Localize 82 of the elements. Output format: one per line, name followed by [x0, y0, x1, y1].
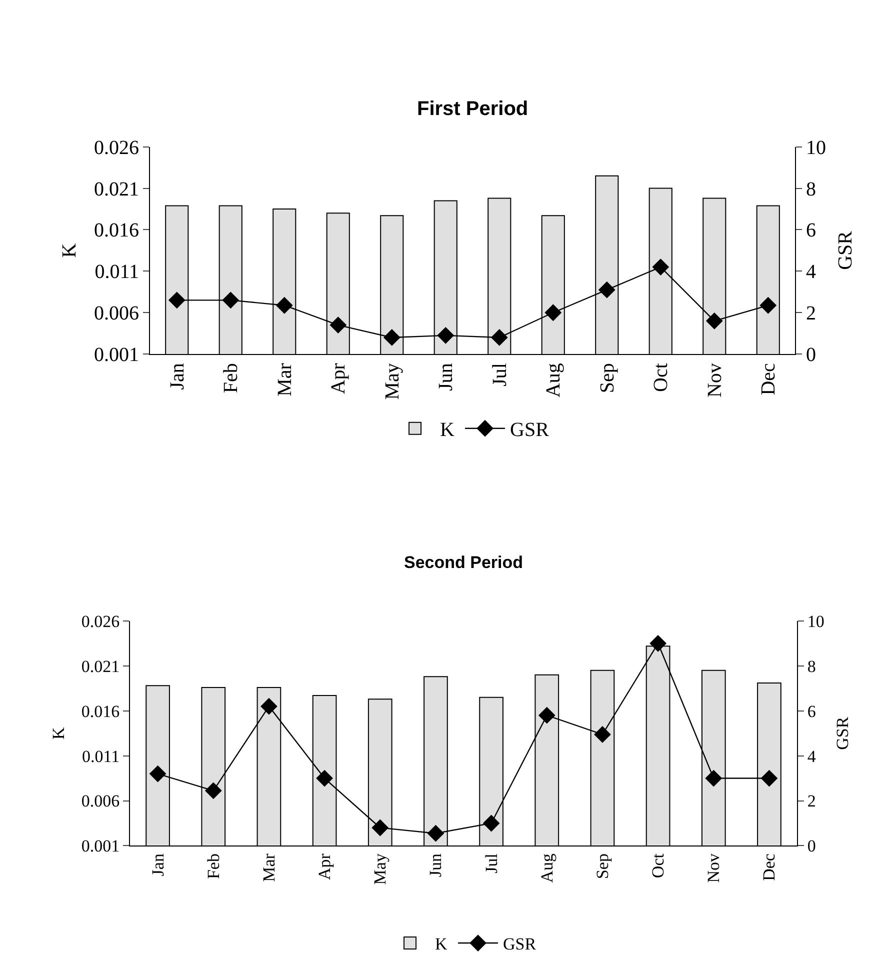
point — [652, 258, 670, 276]
chart-title: First Period — [417, 98, 528, 120]
y-axis-title: K — [48, 726, 68, 740]
y2-tick-label: 6 — [807, 702, 816, 721]
x-tick-label: Oct — [650, 362, 672, 392]
y2-tick-label: 2 — [807, 792, 816, 811]
point — [260, 698, 278, 715]
x-tick-label: Mar — [259, 853, 278, 882]
x-tick-label: Jan — [148, 853, 168, 876]
y-tick-label: 0.021 — [94, 178, 139, 200]
x-tick-label: Nov — [704, 853, 724, 883]
point — [330, 316, 347, 334]
x-tick-label: Jan — [166, 363, 188, 390]
y-tick-label: 0.026 — [94, 136, 139, 159]
legend-label: GSR — [510, 419, 550, 442]
y2-tick-label: 6 — [806, 220, 816, 242]
x-tick-label: Oct — [648, 853, 668, 878]
y2-tick-label: 10 — [806, 136, 826, 159]
x-tick-label: Apr — [328, 362, 350, 394]
y-tick-label: 0.016 — [94, 220, 139, 242]
x-tick-label: May — [381, 363, 404, 400]
y2-axis-title: GSR — [834, 230, 856, 270]
point — [544, 304, 562, 322]
point — [490, 329, 508, 346]
x-tick-label: Jul — [482, 853, 501, 874]
legend-label: GSR — [503, 934, 537, 954]
y-tick-label: 0.011 — [82, 746, 120, 766]
point — [706, 312, 723, 330]
point — [372, 819, 389, 836]
y2-tick-label: 8 — [807, 656, 816, 676]
point — [427, 824, 444, 842]
y-tick-label: 0.001 — [94, 344, 139, 366]
x-tick-label: Dec — [758, 362, 780, 396]
point — [598, 281, 616, 298]
y-tick-label: 0.021 — [81, 656, 120, 676]
y2-tick-label: 10 — [807, 612, 824, 631]
point — [760, 296, 777, 314]
x-tick-label: Apr — [315, 853, 334, 880]
y2-tick-label: 0 — [807, 836, 816, 856]
x-tick-label: Sep — [596, 363, 618, 394]
y2-tick-label: 4 — [807, 746, 816, 766]
point — [538, 706, 556, 724]
y2-tick-label: 2 — [806, 302, 816, 325]
y-tick-label: 0.001 — [81, 836, 120, 856]
y-tick-label: 0.006 — [81, 792, 120, 811]
x-tick-label: Jun — [426, 853, 446, 878]
y-tick-label: 0.016 — [81, 702, 120, 721]
x-tick-label: Nov — [704, 363, 726, 398]
x-tick-label: Mar — [274, 362, 296, 396]
y-tick-label: 0.011 — [94, 261, 139, 284]
point — [204, 782, 222, 800]
x-tick-label: Jun — [435, 363, 458, 391]
point — [316, 770, 333, 787]
y-tick-label: 0.006 — [94, 302, 139, 325]
x-tick-label: Dec — [760, 853, 779, 881]
legend-label: K — [440, 419, 455, 442]
y2-tick-label: 0 — [806, 344, 816, 366]
point — [594, 726, 611, 743]
x-tick-label: Aug — [542, 363, 565, 398]
point — [482, 814, 500, 832]
y-tick-label: 0.026 — [81, 612, 120, 631]
point — [760, 770, 778, 787]
legend-label: K — [435, 934, 448, 954]
x-tick-label: Feb — [204, 854, 223, 880]
point — [650, 634, 666, 652]
point — [168, 292, 186, 309]
point — [222, 292, 240, 309]
x-tick-label: Feb — [220, 363, 242, 394]
y2-axis-title: GSR — [832, 716, 852, 750]
chart-title: Second Period — [404, 553, 524, 572]
x-tick-label: Sep — [592, 854, 612, 880]
x-tick-label: Aug — [537, 853, 556, 883]
point — [149, 765, 166, 782]
x-tick-label: May — [370, 853, 390, 885]
point — [276, 296, 293, 314]
point — [383, 329, 400, 346]
y2-tick-label: 4 — [806, 261, 816, 284]
point — [437, 326, 454, 344]
y2-tick-label: 8 — [806, 178, 816, 200]
x-tick-label: Jul — [488, 362, 511, 386]
point — [705, 770, 722, 787]
y-axis-title: K — [58, 242, 80, 258]
